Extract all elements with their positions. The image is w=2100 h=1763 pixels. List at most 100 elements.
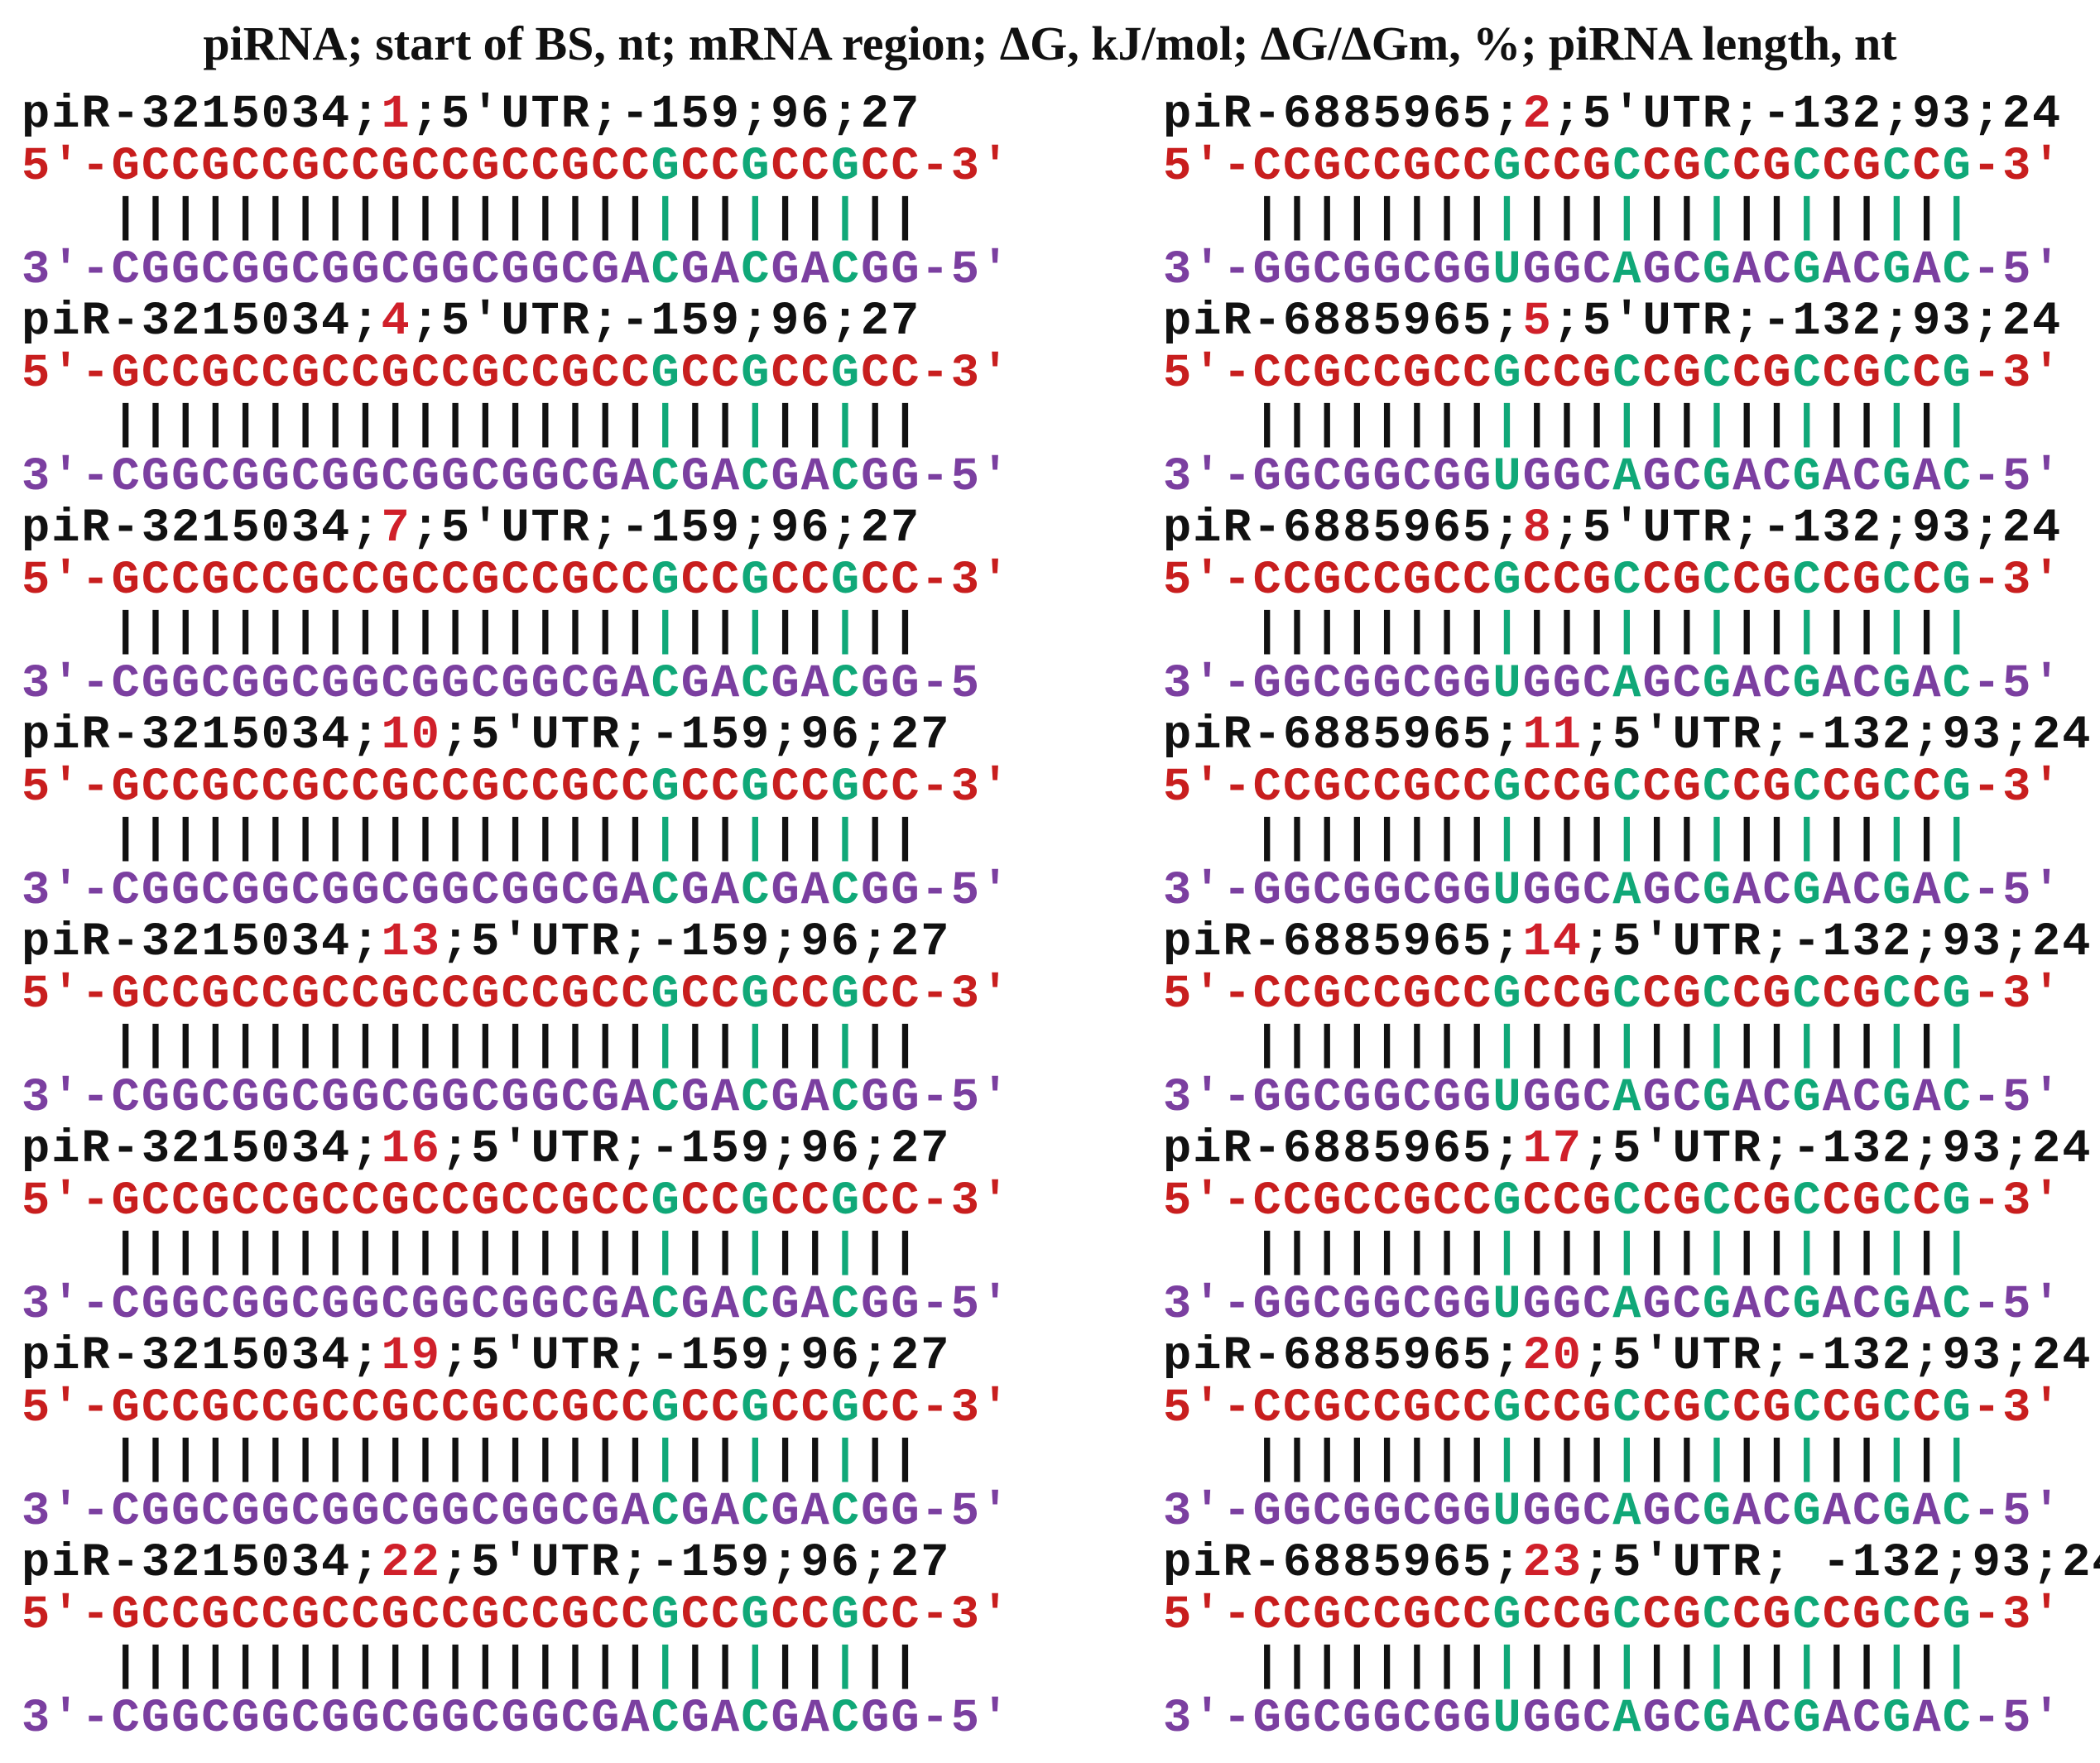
nucleotide: G	[1882, 1485, 1913, 1539]
nucleotide: C	[441, 1588, 472, 1642]
nucleotide: C	[591, 1175, 622, 1228]
header-details: ;5′UTR;-132;93;24	[1582, 1123, 2093, 1176]
pair-bar: |	[1853, 1227, 1883, 1280]
separator: ;	[351, 1330, 382, 1383]
nucleotide: C	[171, 968, 202, 1021]
pair-bar: |	[651, 1434, 681, 1487]
pair-bar: |	[560, 1434, 592, 1487]
nucleotide: C	[1372, 347, 1403, 401]
nucleotide: G	[651, 968, 681, 1021]
nucleotide: C	[141, 1381, 172, 1435]
nucleotide: C	[1343, 1588, 1373, 1642]
pair-bar: |	[1762, 1641, 1793, 1693]
nucleotide: C	[1313, 1071, 1343, 1125]
pair-bar: |	[1313, 813, 1343, 866]
nucleotide: G	[1282, 1071, 1314, 1125]
nucleotide: G	[1402, 968, 1433, 1021]
pair-bar: |	[501, 399, 531, 452]
nucleotide: G	[680, 450, 711, 504]
nucleotide: G	[771, 1692, 801, 1746]
nucleotide: G	[560, 1588, 592, 1642]
pair-bar: |	[1402, 1020, 1433, 1073]
nucleotide: C	[800, 1588, 831, 1642]
nucleotide: C	[1313, 450, 1343, 504]
pair-indent	[1163, 1641, 1253, 1693]
pair-bar: |	[1732, 813, 1763, 866]
pair-bar: |	[381, 1641, 411, 1693]
nucleotide: G	[891, 1485, 921, 1539]
nucleotide: G	[1702, 864, 1733, 918]
nucleotide: C	[231, 761, 262, 814]
nucleotide: C	[1463, 554, 1493, 608]
nucleotide: G	[261, 1692, 291, 1746]
nucleotide: G	[1252, 864, 1283, 918]
nucleotide: C	[830, 657, 862, 711]
nucleotide: C	[830, 864, 862, 918]
nucleotide: G	[1313, 347, 1343, 401]
nucleotide: G	[171, 657, 202, 711]
pair-bar: |	[591, 1641, 622, 1693]
nucleotide: G	[321, 450, 352, 504]
pair-indent	[1163, 813, 1253, 866]
nucleotide: G	[1762, 761, 1793, 814]
nucleotide: G	[1252, 1485, 1283, 1539]
nucleotide: G	[1792, 450, 1823, 504]
nucleotide: C	[1522, 554, 1553, 608]
nucleotide: G	[1702, 1071, 1733, 1125]
pirna-prefix: 3'-	[1163, 1485, 1253, 1539]
nucleotide: C	[1552, 1381, 1583, 1435]
pair-bar: |	[891, 1641, 921, 1693]
nucleotide: G	[111, 554, 142, 608]
pirna-sequence: 3'-GGCGGCGGUGGCAGCGACGACGAC-5'	[1163, 1278, 2100, 1332]
nucleotide: C	[231, 1588, 262, 1642]
nucleotide: G	[441, 1278, 472, 1332]
nucleotide: G	[741, 968, 771, 1021]
nucleotide: G	[441, 243, 472, 297]
nucleotide: A	[1822, 243, 1853, 297]
nucleotide: C	[591, 761, 622, 814]
nucleotide: C	[1822, 1381, 1853, 1435]
base-pairing: |||||||||||||||||||||||||||	[22, 1227, 1011, 1280]
pair-bar: |	[1672, 1020, 1703, 1073]
nucleotide: G	[471, 140, 502, 194]
pair-bar: |	[621, 399, 651, 452]
nucleotide: G	[291, 554, 322, 608]
nucleotide: C	[1882, 1175, 1913, 1228]
pair-bar: |	[471, 1434, 502, 1487]
nucleotide: C	[381, 1692, 411, 1746]
nucleotide: C	[1552, 1175, 1583, 1228]
pair-bar: |	[621, 1227, 651, 1280]
nucleotide: G	[201, 1588, 232, 1642]
pair-bar: |	[1912, 399, 1943, 452]
nucleotide: G	[741, 761, 771, 814]
nucleotide: A	[1822, 1485, 1853, 1539]
pair-bar: |	[471, 1227, 502, 1280]
nucleotide: C	[111, 1485, 142, 1539]
pair-bar: |	[861, 606, 891, 659]
pair-bar: |	[291, 1434, 322, 1487]
alignment-block: piR-3215034;16;5′UTR;-159;96;27 5'-GCCGCC…	[22, 1124, 1011, 1331]
nucleotide: C	[1522, 1588, 1553, 1642]
pair-bar: |	[1702, 399, 1733, 452]
nucleotide: G	[201, 554, 232, 608]
pair-bar: |	[1912, 813, 1943, 866]
pair-bar: |	[1642, 1641, 1673, 1693]
nucleotide: C	[321, 1175, 352, 1228]
pair-bar: |	[1853, 192, 1883, 245]
nucleotide: A	[1732, 1278, 1763, 1332]
nucleotide: C	[1822, 761, 1853, 814]
nucleotide: C	[680, 1175, 711, 1228]
nucleotide: G	[560, 761, 592, 814]
nucleotide: C	[1463, 761, 1493, 814]
nucleotide: G	[1463, 1071, 1493, 1125]
nucleotide: G	[1252, 1278, 1283, 1332]
nucleotide: C	[1642, 761, 1673, 814]
nucleotide: G	[1492, 554, 1523, 608]
pair-bar: |	[1792, 1227, 1823, 1280]
header-details: ;5′UTR;-132;93;24	[1582, 1330, 2093, 1383]
pirna-suffix: -5'	[1972, 864, 2063, 918]
pair-bar: |	[1252, 1434, 1283, 1487]
nucleotide: U	[1492, 1071, 1523, 1125]
nucleotide: G	[171, 1692, 202, 1746]
nucleotide: C	[680, 140, 711, 194]
